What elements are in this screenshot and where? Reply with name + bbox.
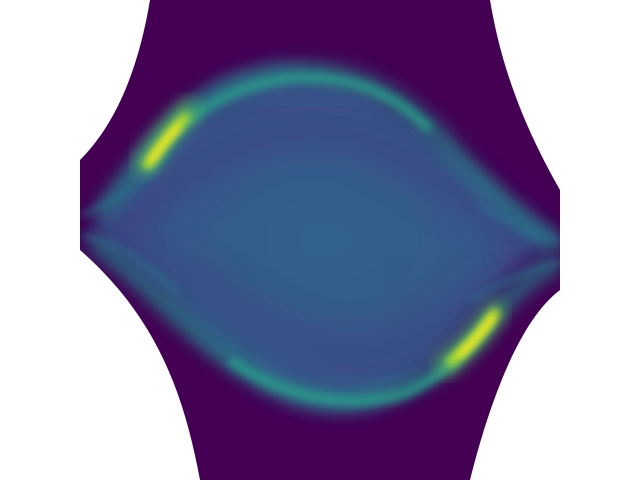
right-hotspot [435, 300, 507, 377]
left-hotspot [133, 98, 201, 175]
